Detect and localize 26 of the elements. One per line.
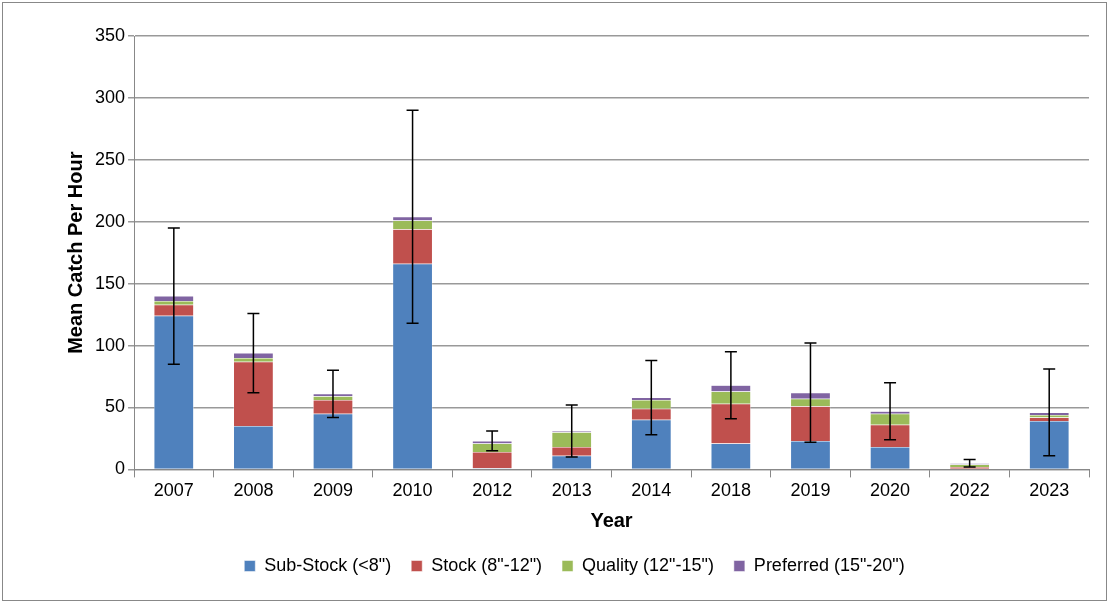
y-tick-label: 0	[115, 458, 126, 479]
x-axis-title: Year	[590, 508, 633, 531]
y-tick-label: 300	[94, 86, 126, 107]
y-tick-label: 100	[94, 334, 126, 355]
legend-label: Sub-Stock (<8")	[264, 554, 392, 575]
y-tick-label: 150	[94, 272, 126, 293]
x-tick-label: 2013	[551, 480, 592, 501]
legend-label: Stock (8"-12")	[431, 554, 543, 575]
y-tick-label: 250	[94, 148, 126, 169]
x-tick-label: 2019	[790, 480, 831, 501]
legend-label: Preferred (15"-20")	[753, 554, 905, 575]
x-tick-label: 2020	[870, 480, 911, 501]
x-tick-label: 2007	[153, 480, 194, 501]
x-tick-label: 2022	[949, 480, 990, 501]
x-tick-label: 2023	[1029, 480, 1070, 501]
x-tick-label: 2018	[710, 480, 751, 501]
legend-label: Quality (12"-15")	[582, 554, 714, 575]
x-tick-label: 2012	[472, 480, 513, 501]
y-axis-title: Mean Catch Per Hour	[63, 151, 86, 354]
x-tick-label: 2009	[312, 480, 354, 501]
x-tick-label: 2014	[631, 480, 672, 501]
x-tick-label: 2008	[233, 480, 274, 501]
y-tick-label: 350	[94, 24, 126, 45]
x-tick-label: 2010	[392, 480, 433, 501]
y-tick-label: 50	[105, 396, 126, 417]
y-tick-label: 200	[94, 210, 126, 231]
